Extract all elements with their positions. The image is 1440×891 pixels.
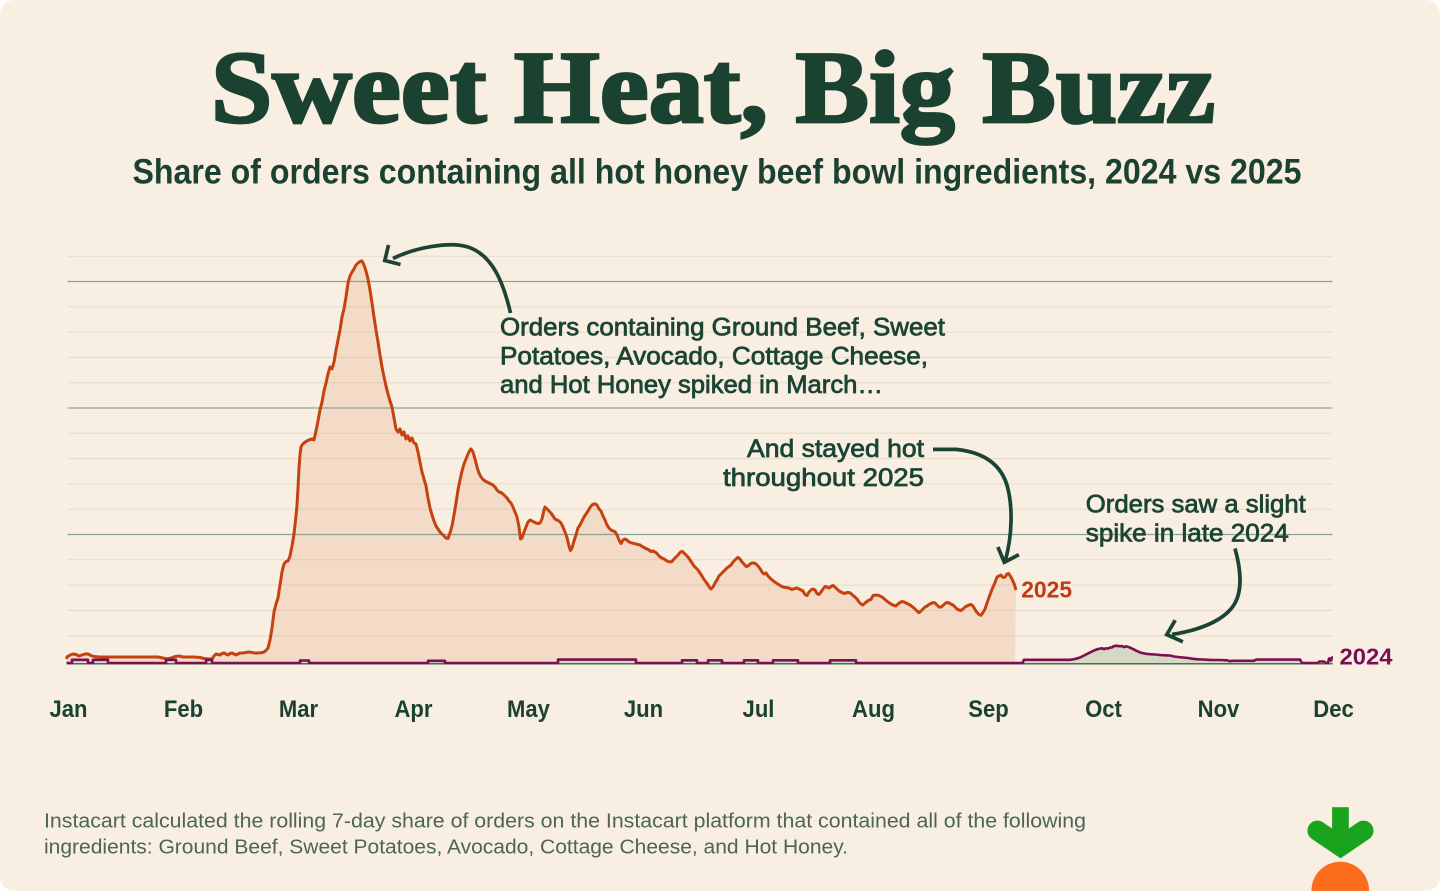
svg-text:Share of orders containing all: Share of orders containing all hot honey… — [133, 152, 1302, 192]
svg-text:Orders saw a slight: Orders saw a slight — [1086, 491, 1306, 519]
svg-text:ingredients: Ground Beef, Swee: ingredients: Ground Beef, Sweet Potatoes… — [44, 836, 848, 859]
svg-text:Sep: Sep — [968, 696, 1008, 723]
svg-text:2025: 2025 — [1021, 576, 1072, 602]
svg-text:Jul: Jul — [743, 696, 775, 723]
svg-text:Dec: Dec — [1313, 696, 1354, 723]
svg-text:Sweet Heat, Big Buzz: Sweet Heat, Big Buzz — [211, 31, 1215, 145]
svg-text:And stayed hot: And stayed hot — [747, 435, 924, 463]
svg-text:Feb: Feb — [164, 696, 203, 723]
svg-text:May: May — [507, 696, 550, 723]
svg-text:Apr: Apr — [395, 696, 433, 723]
svg-text:Mar: Mar — [279, 696, 319, 723]
svg-text:throughout 2025: throughout 2025 — [723, 464, 924, 492]
svg-text:Jan: Jan — [50, 696, 88, 723]
svg-text:Aug: Aug — [852, 696, 895, 723]
svg-text:Potatoes, Avocado, Cottage Che: Potatoes, Avocado, Cottage Cheese, — [500, 342, 928, 370]
svg-text:Jun: Jun — [624, 696, 663, 723]
svg-text:Orders containing Ground Beef,: Orders containing Ground Beef, Sweet — [500, 314, 945, 342]
svg-text:2024: 2024 — [1340, 643, 1393, 669]
svg-text:Nov: Nov — [1198, 696, 1240, 723]
svg-text:spike in late 2024: spike in late 2024 — [1086, 519, 1289, 547]
svg-text:Instacart calculated the rolli: Instacart calculated the rolling 7-day s… — [44, 810, 1086, 833]
svg-text:Oct: Oct — [1085, 696, 1122, 723]
svg-text:and Hot Honey spiked in March…: and Hot Honey spiked in March… — [500, 371, 883, 399]
